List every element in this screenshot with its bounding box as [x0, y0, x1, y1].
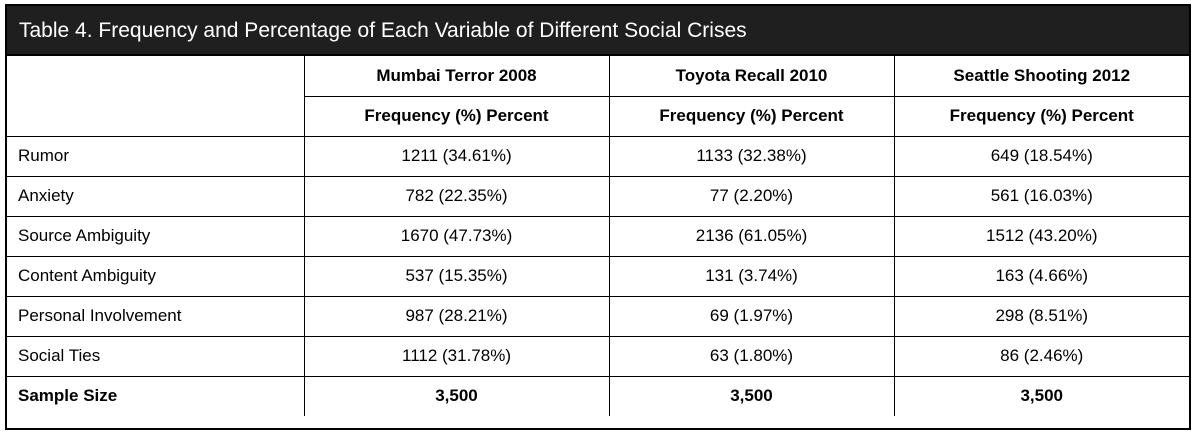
table-cell: 1112 (31.78%) [303, 335, 610, 377]
table-cell: 987 (28.21%) [303, 295, 610, 337]
column-subheader: Frequency (%) Percent [608, 95, 895, 137]
table-cell: 69 (1.97%) [608, 295, 895, 337]
column-header: Toyota Recall 2010 [608, 56, 895, 97]
row-label: Sample Size [7, 375, 305, 416]
table-cell: 63 (1.80%) [608, 335, 895, 377]
table-cell: 3,500 [893, 375, 1189, 416]
table-row: Social Ties 1112 (31.78%) 63 (1.80%) 86 … [7, 335, 1189, 377]
header-row: Mumbai Terror 2008 Toyota Recall 2010 Se… [7, 56, 1189, 137]
table-cell: 561 (16.03%) [893, 175, 1189, 217]
table-cell: 163 (4.66%) [893, 255, 1189, 297]
row-label: Rumor [7, 135, 305, 177]
table-row: Content Ambiguity 537 (15.35%) 131 (3.74… [7, 255, 1189, 297]
table-cell: 3,500 [608, 375, 895, 416]
table-row: Anxiety 782 (22.35%) 77 (2.20%) 561 (16.… [7, 175, 1189, 217]
row-label: Source Ambiguity [7, 215, 305, 257]
table-cell: 537 (15.35%) [303, 255, 610, 297]
table-cell: 298 (8.51%) [893, 295, 1189, 337]
table-cell: 1133 (32.38%) [608, 135, 895, 177]
column-header: Seattle Shooting 2012 [893, 56, 1189, 97]
column-subheader: Frequency (%) Percent [304, 95, 610, 137]
table-cell: 649 (18.54%) [893, 135, 1189, 177]
table-frame: Table 4. Frequency and Percentage of Eac… [5, 4, 1191, 430]
table-row: Rumor 1211 (34.61%) 1133 (32.38%) 649 (1… [7, 135, 1189, 177]
table-cell: 2136 (61.05%) [608, 215, 895, 257]
table-row: Source Ambiguity 1670 (47.73%) 2136 (61.… [7, 215, 1189, 257]
column-header: Mumbai Terror 2008 [303, 56, 610, 97]
total-row: Sample Size 3,500 3,500 3,500 [7, 375, 1189, 416]
table-cell: 3,500 [303, 375, 610, 416]
data-table: Mumbai Terror 2008 Toyota Recall 2010 Se… [7, 56, 1189, 416]
row-label: Content Ambiguity [7, 255, 305, 297]
table-cell: 1670 (47.73%) [303, 215, 610, 257]
table-caption: Table 4. Frequency and Percentage of Eac… [7, 6, 1189, 56]
table-cell: 86 (2.46%) [893, 335, 1189, 377]
subheader-row: Frequency (%) Percent Frequency (%) Perc… [7, 95, 1189, 137]
table-cell: 1512 (43.20%) [893, 215, 1189, 257]
row-label: Personal Involvement [7, 295, 305, 337]
table-cell: 77 (2.20%) [608, 175, 895, 217]
header-corner-cell [7, 56, 305, 137]
row-label: Anxiety [7, 175, 305, 217]
row-label: Social Ties [7, 335, 305, 377]
table-cell: 782 (22.35%) [303, 175, 610, 217]
column-subheader: Frequency (%) Percent [893, 95, 1189, 137]
table-row: Personal Involvement 987 (28.21%) 69 (1.… [7, 295, 1189, 337]
table-cell: 1211 (34.61%) [303, 135, 610, 177]
table-cell: 131 (3.74%) [608, 255, 895, 297]
